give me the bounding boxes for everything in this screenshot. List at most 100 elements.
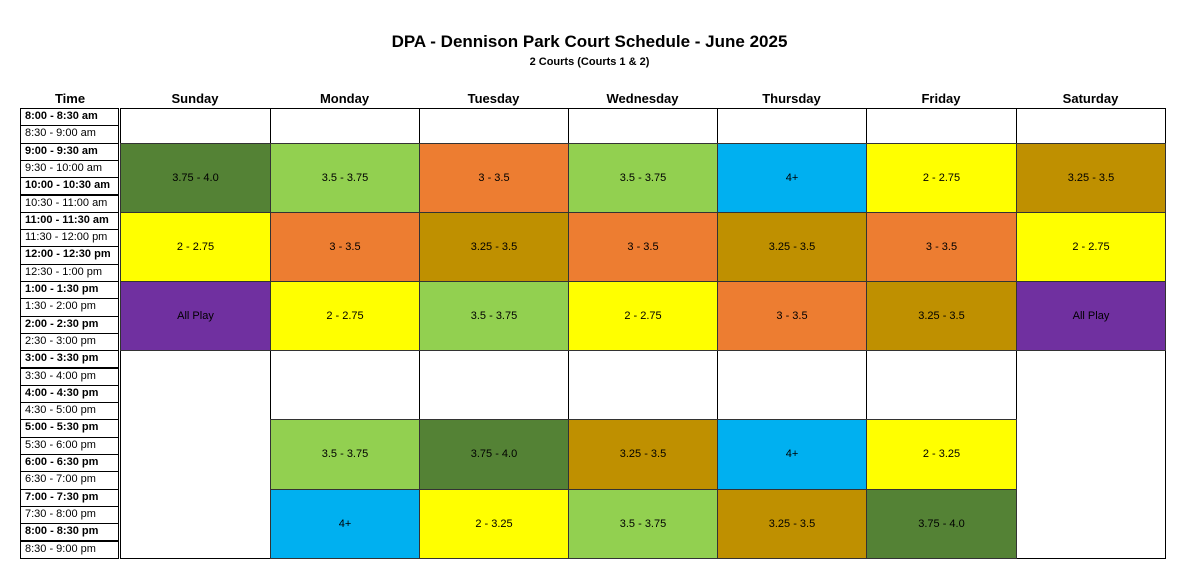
column-header-tuesday: Tuesday — [467, 91, 520, 106]
session-label: 3.5 - 3.75 — [619, 171, 667, 184]
session-label: 3 - 3.5 — [776, 310, 808, 323]
session-label: 3.25 - 3.5 — [470, 240, 518, 253]
session-tuesday: 3.25 - 3.5 — [419, 211, 569, 282]
empty-slot — [419, 108, 569, 144]
column-header-thursday: Thursday — [762, 91, 821, 106]
empty-slot — [866, 108, 1017, 144]
time-slot: 6:00 - 6:30 pm — [20, 454, 119, 473]
column-header-time: Time — [54, 91, 86, 106]
session-label: 3 - 3.5 — [925, 240, 958, 253]
session-label: 4+ — [338, 517, 352, 530]
session-wednesday: 2 - 2.75 — [568, 281, 718, 352]
column-header-wednesday: Wednesday — [606, 91, 679, 106]
session-label: 3.5 - 3.75 — [470, 310, 518, 323]
time-slot: 7:00 - 7:30 pm — [20, 488, 119, 507]
empty-slot — [717, 350, 867, 421]
session-label: 3.25 - 3.5 — [918, 310, 965, 323]
time-slot: 1:30 - 2:00 pm — [20, 298, 119, 317]
time-slot: 4:30 - 5:00 pm — [20, 402, 119, 421]
time-slot: 10:30 - 11:00 am — [20, 194, 119, 213]
session-label: All Play — [177, 310, 214, 323]
session-tuesday: 3 - 3.5 — [419, 142, 569, 213]
time-slot: 2:00 - 2:30 pm — [20, 315, 119, 334]
session-label: 2 - 2.75 — [326, 310, 364, 323]
time-slot: 4:00 - 4:30 pm — [20, 384, 119, 404]
session-monday: 3.5 - 3.75 — [270, 419, 420, 490]
session-friday: 3.75 - 4.0 — [866, 488, 1017, 559]
empty-slot — [1016, 108, 1166, 144]
session-thursday: 3.25 - 3.5 — [717, 211, 867, 282]
session-label: 3.75 - 4.0 — [470, 448, 518, 461]
session-label: 3.25 - 3.5 — [1067, 171, 1115, 184]
empty-slot — [120, 350, 271, 559]
session-sunday: 3.75 - 4.0 — [120, 142, 271, 213]
page-subtitle: 2 Courts (Courts 1 & 2) — [529, 56, 650, 68]
session-tuesday: 3.5 - 3.75 — [419, 281, 569, 352]
empty-slot — [866, 350, 1017, 421]
session-label: 3 - 3.5 — [627, 240, 659, 253]
session-sunday: 2 - 2.75 — [120, 211, 271, 282]
column-header-monday: Monday — [319, 91, 370, 106]
empty-slot — [270, 350, 420, 421]
time-slot: 8:00 - 8:30 am — [20, 108, 119, 127]
time-slot: 3:30 - 4:00 pm — [20, 367, 119, 386]
session-thursday: 4+ — [717, 142, 867, 213]
time-slot: 11:30 - 12:00 pm — [20, 229, 119, 248]
time-slot: 1:00 - 1:30 pm — [20, 281, 119, 300]
session-friday: 3 - 3.5 — [866, 211, 1017, 282]
session-wednesday: 3 - 3.5 — [568, 211, 718, 282]
session-friday: 2 - 3.25 — [866, 419, 1017, 490]
column-header-friday: Friday — [921, 91, 961, 106]
time-slot: 9:30 - 10:00 am — [20, 159, 119, 179]
session-label: 3.25 - 3.5 — [768, 240, 816, 253]
session-label: 3.75 - 4.0 — [918, 517, 965, 530]
session-label: 4+ — [785, 171, 799, 184]
session-label: 3.25 - 3.5 — [619, 448, 667, 461]
session-label: 3.5 - 3.75 — [321, 171, 369, 184]
session-label: 2 - 3.25 — [475, 517, 513, 530]
session-monday: 2 - 2.75 — [270, 281, 420, 352]
session-saturday: 3.25 - 3.5 — [1016, 142, 1166, 213]
time-slot: 8:30 - 9:00 am — [20, 125, 119, 144]
session-label: 3.5 - 3.75 — [321, 448, 369, 461]
empty-slot — [270, 108, 420, 144]
session-tuesday: 2 - 3.25 — [419, 488, 569, 559]
session-label: 2 - 3.25 — [922, 448, 961, 461]
session-thursday: 4+ — [717, 419, 867, 490]
session-sunday: All Play — [120, 281, 271, 352]
time-slot: 11:00 - 11:30 am — [20, 211, 119, 231]
session-label: 3.75 - 4.0 — [172, 171, 219, 184]
time-slot: 12:00 - 12:30 pm — [20, 246, 119, 265]
empty-slot — [1016, 350, 1166, 559]
time-slot: 7:30 - 8:00 pm — [20, 505, 119, 525]
session-saturday: All Play — [1016, 281, 1166, 352]
session-label: 3 - 3.5 — [478, 171, 510, 184]
time-slot: 8:30 - 9:00 pm — [20, 540, 119, 559]
session-wednesday: 3.5 - 3.75 — [568, 142, 718, 213]
session-label: 2 - 2.75 — [624, 310, 662, 323]
session-label: 3.5 - 3.75 — [619, 517, 667, 530]
time-slot: 8:00 - 8:30 pm — [20, 523, 119, 542]
session-tuesday: 3.75 - 4.0 — [419, 419, 569, 490]
session-monday: 3 - 3.5 — [270, 211, 420, 282]
time-slot: 5:30 - 6:00 pm — [20, 436, 119, 455]
time-slot: 10:00 - 10:30 am — [20, 177, 119, 196]
empty-slot — [568, 350, 718, 421]
empty-slot — [419, 350, 569, 421]
session-saturday: 2 - 2.75 — [1016, 211, 1166, 282]
session-monday: 4+ — [270, 488, 420, 559]
session-monday: 3.5 - 3.75 — [270, 142, 420, 213]
session-label: 4+ — [785, 448, 799, 461]
session-thursday: 3 - 3.5 — [717, 281, 867, 352]
session-wednesday: 3.25 - 3.5 — [568, 419, 718, 490]
session-label: 2 - 2.75 — [176, 240, 215, 253]
session-label: All Play — [1072, 310, 1110, 323]
session-friday: 2 - 2.75 — [866, 142, 1017, 213]
session-thursday: 3.25 - 3.5 — [717, 488, 867, 559]
page-title: DPA - Dennison Park Court Schedule - Jun… — [391, 32, 788, 51]
column-header-saturday: Saturday — [1062, 91, 1119, 106]
empty-slot — [717, 108, 867, 144]
time-slot: 5:00 - 5:30 pm — [20, 419, 119, 438]
session-label: 3.25 - 3.5 — [768, 517, 816, 530]
session-label: 2 - 2.75 — [1072, 240, 1110, 253]
